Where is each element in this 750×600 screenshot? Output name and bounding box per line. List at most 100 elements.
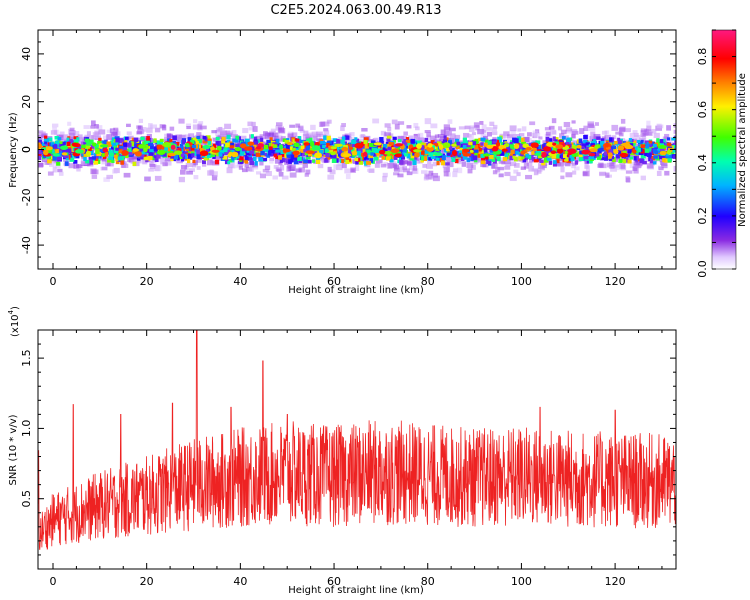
spectrogram-cell <box>491 131 498 135</box>
spectrogram-cell <box>401 152 406 157</box>
spectrogram-cell <box>96 125 103 130</box>
spectrogram-cell <box>38 137 42 142</box>
spectrogram-cell <box>51 141 55 145</box>
spectrogram-cell <box>571 162 577 166</box>
spectrogram-cell <box>193 175 199 180</box>
spectrogram-cell <box>179 145 184 150</box>
spectrogram-cell <box>629 156 634 160</box>
spectrogram-cell <box>337 162 342 166</box>
spectrogram-cell <box>589 154 595 160</box>
spectrogram-cell <box>145 144 149 150</box>
spectrogram-cell <box>518 133 525 137</box>
spectrogram-cell <box>133 143 138 147</box>
spectrogram-cell <box>468 127 475 132</box>
spectrogram-cell <box>306 145 311 151</box>
spectrogram-cell <box>605 152 610 158</box>
spectrogram-cell <box>651 155 655 161</box>
x-tick-label: 80 <box>421 575 435 588</box>
spectrogram-cell <box>226 139 231 144</box>
spectrogram-cell <box>98 137 102 142</box>
spectrogram-cell <box>149 152 154 157</box>
spectrogram-hotspot <box>199 150 209 157</box>
spectrogram-cell <box>355 138 360 142</box>
spectrogram-cell <box>363 139 368 145</box>
spectrogram-cell <box>91 174 98 179</box>
spectrogram-cell <box>497 136 502 140</box>
spectrogram-cell <box>203 157 208 161</box>
spectrogram-hotspot <box>231 151 239 158</box>
spectrogram-cell <box>195 140 200 145</box>
spectrogram-cell <box>306 132 314 137</box>
spectrogram-cell <box>132 140 137 144</box>
spectrogram-cell <box>499 138 503 144</box>
spectrogram-cell <box>291 158 296 163</box>
spectrogram-hotspot <box>540 151 547 158</box>
spectrogram-cell <box>424 137 429 143</box>
spectrogram-cell <box>54 163 61 169</box>
spectrogram-cell <box>381 155 385 160</box>
spectrogram-cell <box>102 140 107 144</box>
spectrogram-cell <box>410 153 416 159</box>
spectrogram-cell <box>430 140 435 145</box>
spectrogram-cell <box>309 137 313 142</box>
spectrogram-cell <box>88 156 93 160</box>
spectrogram-cell <box>550 129 557 135</box>
spectrogram-cell <box>581 146 585 150</box>
spectrogram-hotspot <box>383 151 392 155</box>
spectrogram-cell <box>672 144 676 149</box>
spectrogram-hotspot <box>378 149 386 155</box>
spectrogram-cell <box>452 168 459 173</box>
spectrogram-cell <box>426 164 433 169</box>
spectrogram-cell <box>118 149 123 154</box>
spectrogram-cell <box>640 139 644 143</box>
spectrogram-cell <box>564 150 570 155</box>
spectrogram-cell <box>107 147 112 153</box>
spectrogram-cell <box>615 164 621 171</box>
spectrogram-cell <box>481 124 487 130</box>
spectrogram-cell <box>480 133 487 139</box>
colorbar-tick-label: 0.2 <box>696 207 709 225</box>
spectrogram-cell <box>244 162 249 168</box>
spectrogram-cell <box>461 152 465 157</box>
spectrogram-cell <box>120 163 126 168</box>
spectrogram-cell <box>425 145 429 150</box>
spectrogram-hotspot <box>85 150 92 157</box>
spectrogram-cell <box>317 163 324 169</box>
spectrogram-cell <box>436 160 440 166</box>
x-tick-label: 120 <box>605 275 626 288</box>
spectrogram-hotspot <box>513 143 520 150</box>
spectrogram-cell <box>449 147 455 152</box>
spectrogram-cell <box>275 154 280 159</box>
spectrogram-cell <box>126 123 131 128</box>
spectrogram-cell <box>186 126 191 130</box>
spectrogram-cell <box>377 144 382 149</box>
spectrogram-cell <box>160 160 168 165</box>
spectrogram-cell <box>620 118 626 124</box>
spectrogram-cell <box>458 150 463 155</box>
spectrogram-cell <box>393 172 400 176</box>
spectrogram-cell <box>420 145 425 150</box>
spectrogram-cell <box>653 155 658 159</box>
spectrogram-cell <box>372 118 380 124</box>
spectrogram-cell <box>542 140 548 144</box>
spectrogram-hotspot <box>162 141 172 148</box>
spectrogram-cell <box>94 130 100 135</box>
x-tick-label: 100 <box>511 275 532 288</box>
spectrogram-cell <box>278 128 286 134</box>
spectrogram-cell <box>115 142 120 146</box>
spectrogram-cell <box>294 154 298 158</box>
spectrogram-hotspot <box>613 149 619 155</box>
spectrogram-cell <box>635 150 641 156</box>
spectrogram-cell <box>260 149 266 153</box>
spectrogram-cell <box>127 135 134 139</box>
spectrogram-cell <box>635 157 639 163</box>
spectrogram-cell <box>226 134 231 140</box>
spectrogram-cell <box>405 137 410 141</box>
spectrogram-cell <box>251 121 256 127</box>
spectrogram-cell <box>104 151 109 157</box>
spectrogram-cell <box>619 163 626 169</box>
spectrogram-cell <box>432 175 440 182</box>
spectrogram-cell <box>350 167 356 173</box>
spectrogram-hotspot <box>617 145 625 151</box>
spectrogram-cell <box>397 121 405 125</box>
